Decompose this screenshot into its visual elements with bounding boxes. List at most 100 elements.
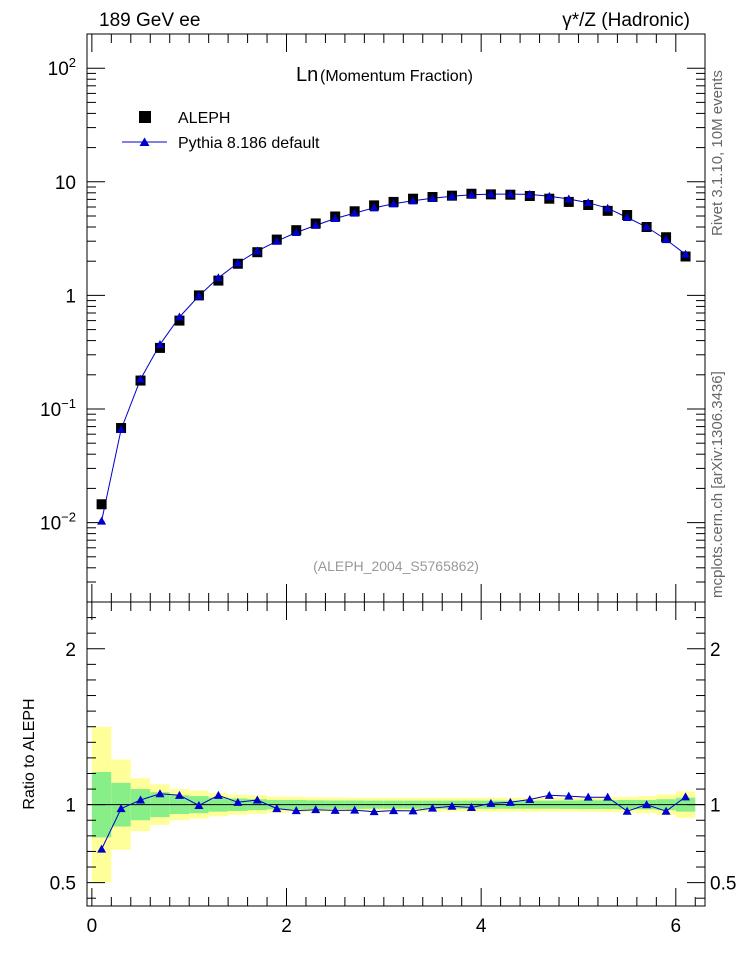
y-tick-label: 102: [48, 55, 76, 80]
x-tick-label: 0: [87, 916, 98, 937]
x-tick-label: 2: [281, 916, 292, 937]
ratio-point: [311, 805, 321, 814]
ratio-point: [155, 789, 165, 798]
pythia-point: [642, 222, 652, 231]
ratio-point: [603, 792, 613, 801]
ratio-y-tick-label-left: 0.5: [50, 874, 76, 895]
legend-pythia-label: Pythia 8.186 default: [178, 135, 320, 152]
pythia-point: [252, 246, 262, 255]
pythia-point: [389, 199, 399, 208]
ratio-point: [252, 795, 262, 804]
legend-aleph-label: ALEPH: [178, 110, 230, 127]
ratio-point: [136, 795, 146, 804]
ratio-point: [408, 806, 418, 815]
pythia-point: [427, 193, 437, 202]
pythia-point: [291, 227, 301, 236]
ratio-point: [389, 806, 399, 815]
ratio-point: [661, 806, 671, 815]
mcplots-label: mcplots.cern.ch [arXiv:1306.3436]: [709, 371, 726, 598]
pythia-point: [97, 516, 107, 525]
x-tick-label: 4: [476, 916, 487, 937]
ratio-point: [116, 804, 126, 813]
analysis-tag: (ALEPH_2004_S5765862): [313, 558, 479, 574]
plot-title-main: Ln: [296, 64, 318, 86]
pythia-point: [155, 339, 165, 348]
ratio-point: [350, 805, 360, 814]
pythia-point: [447, 191, 457, 200]
pythia-point: [603, 203, 613, 212]
pythia-point: [330, 214, 340, 223]
pythia-point: [564, 194, 574, 203]
plot-title-sub: (Momentum Fraction): [320, 68, 473, 85]
pythia-point: [466, 190, 476, 199]
ratio-point: [97, 844, 107, 853]
main-plot-panel: 10−2 10−1 1 10 102 Ln (Momentum Fraction) (A…: [40, 33, 706, 603]
ratio-point: [369, 807, 379, 816]
ratio-point: [466, 802, 476, 811]
pythia-point: [213, 273, 223, 282]
ratio-point: [505, 797, 515, 806]
ratio-point: [681, 792, 691, 801]
pythia-point: [136, 374, 146, 383]
header-right: γ*/Z (Hadronic): [562, 10, 690, 31]
ratio-point: [622, 806, 632, 815]
pythia-point: [194, 291, 204, 300]
ratio-point: [233, 797, 243, 806]
pythia-point: [583, 198, 593, 207]
ratio-point: [564, 791, 574, 800]
ratio-point: [272, 804, 282, 813]
ratio-series: [97, 789, 691, 853]
ratio-point: [525, 795, 535, 804]
data-markers: [96, 188, 691, 525]
rivet-label: Rivet 3.1.10, 10M events: [709, 70, 726, 236]
ratio-point: [447, 801, 457, 810]
pythia-point: [525, 189, 535, 198]
ratio-ylabel: Ratio to ALEPH: [21, 698, 38, 809]
ratio-point: [330, 805, 340, 814]
ratio-plot-frame: [86, 601, 706, 907]
pythia-point: [311, 220, 321, 229]
ratio-point: [544, 790, 554, 799]
pythia-point: [681, 249, 691, 258]
pythia-point: [661, 235, 671, 244]
aleph-point: [96, 499, 107, 510]
pythia-curve: [101, 193, 686, 522]
ratio-y-tick-label-right: 1: [710, 796, 721, 817]
ratio-point: [642, 800, 652, 809]
pythia-point: [369, 203, 379, 212]
pythia-point: [174, 312, 184, 321]
ratio-point: [174, 790, 184, 799]
pythia-line: [101, 193, 686, 522]
y-tick-label: 10−2: [40, 510, 76, 535]
y-tick-label: 10: [55, 173, 76, 194]
ratio-plot-panel: 0.5 0.5 1 1 2 2 0 2 4 6 Ratio to ALEPH: [21, 601, 736, 937]
pythia-point: [408, 196, 418, 205]
ratio-point: [486, 798, 496, 807]
ratio-y-tick-label-right: 0.5: [710, 874, 736, 895]
x-tick-label: 6: [671, 916, 682, 937]
pythia-point: [486, 189, 496, 198]
legend: ALEPH Pythia 8.186 default: [122, 110, 320, 152]
ratio-y-tick-label-left: 2: [65, 640, 76, 661]
pythia-point: [233, 258, 243, 267]
pythia-point: [116, 424, 126, 433]
pythia-point: [622, 212, 632, 221]
y-tick-label: 1: [65, 286, 76, 307]
ratio-plot-ticks: 0.5 0.5 1 1 2 2 0 2 4 6: [50, 601, 736, 937]
pythia-point: [350, 208, 360, 217]
main-plot-ticks: 10−2 10−1 1 10 102: [40, 33, 705, 603]
ratio-point: [194, 800, 204, 809]
pythia-point: [272, 236, 282, 245]
ratio-point: [291, 806, 301, 815]
y-tick-label: 10−1: [40, 396, 76, 421]
pythia-point: [544, 191, 554, 200]
ratio-point: [213, 790, 223, 799]
legend-pythia-marker: [139, 137, 150, 146]
pythia-point: [505, 189, 515, 198]
legend-aleph-marker: [139, 111, 151, 123]
ratio-point: [427, 803, 437, 812]
ratio-y-tick-label-right: 2: [710, 640, 721, 661]
aleph-point: [174, 315, 185, 326]
ratio-y-tick-label-left: 1: [65, 796, 76, 817]
